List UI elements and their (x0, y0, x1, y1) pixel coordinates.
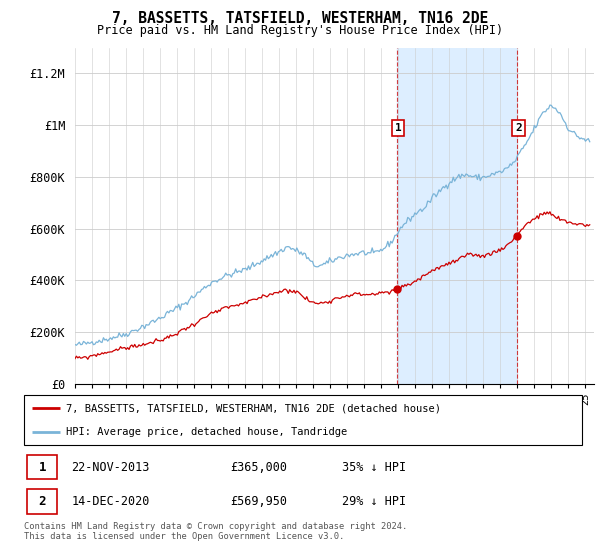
Text: 1: 1 (395, 123, 401, 133)
Text: £365,000: £365,000 (230, 461, 287, 474)
Text: 2: 2 (515, 123, 522, 133)
Text: 2: 2 (38, 495, 46, 508)
Text: Price paid vs. HM Land Registry's House Price Index (HPI): Price paid vs. HM Land Registry's House … (97, 24, 503, 36)
Bar (397, 48, 517, 384)
Text: Contains HM Land Registry data © Crown copyright and database right 2024.
This d: Contains HM Land Registry data © Crown c… (24, 522, 407, 542)
Text: HPI: Average price, detached house, Tandridge: HPI: Average price, detached house, Tand… (66, 427, 347, 437)
Text: 7, BASSETTS, TATSFIELD, WESTERHAM, TN16 2DE (detached house): 7, BASSETTS, TATSFIELD, WESTERHAM, TN16 … (66, 403, 441, 413)
FancyBboxPatch shape (27, 489, 58, 514)
Text: 14-DEC-2020: 14-DEC-2020 (71, 495, 150, 508)
FancyBboxPatch shape (27, 455, 58, 479)
Text: 1: 1 (38, 461, 46, 474)
Text: 7, BASSETTS, TATSFIELD, WESTERHAM, TN16 2DE: 7, BASSETTS, TATSFIELD, WESTERHAM, TN16 … (112, 11, 488, 26)
Text: 29% ↓ HPI: 29% ↓ HPI (342, 495, 406, 508)
FancyBboxPatch shape (24, 395, 582, 445)
Text: £569,950: £569,950 (230, 495, 287, 508)
Text: 35% ↓ HPI: 35% ↓ HPI (342, 461, 406, 474)
Text: 22-NOV-2013: 22-NOV-2013 (71, 461, 150, 474)
